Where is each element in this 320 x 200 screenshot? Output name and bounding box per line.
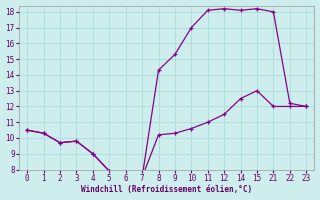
X-axis label: Windchill (Refroidissement éolien,°C): Windchill (Refroidissement éolien,°C) [81,185,252,194]
